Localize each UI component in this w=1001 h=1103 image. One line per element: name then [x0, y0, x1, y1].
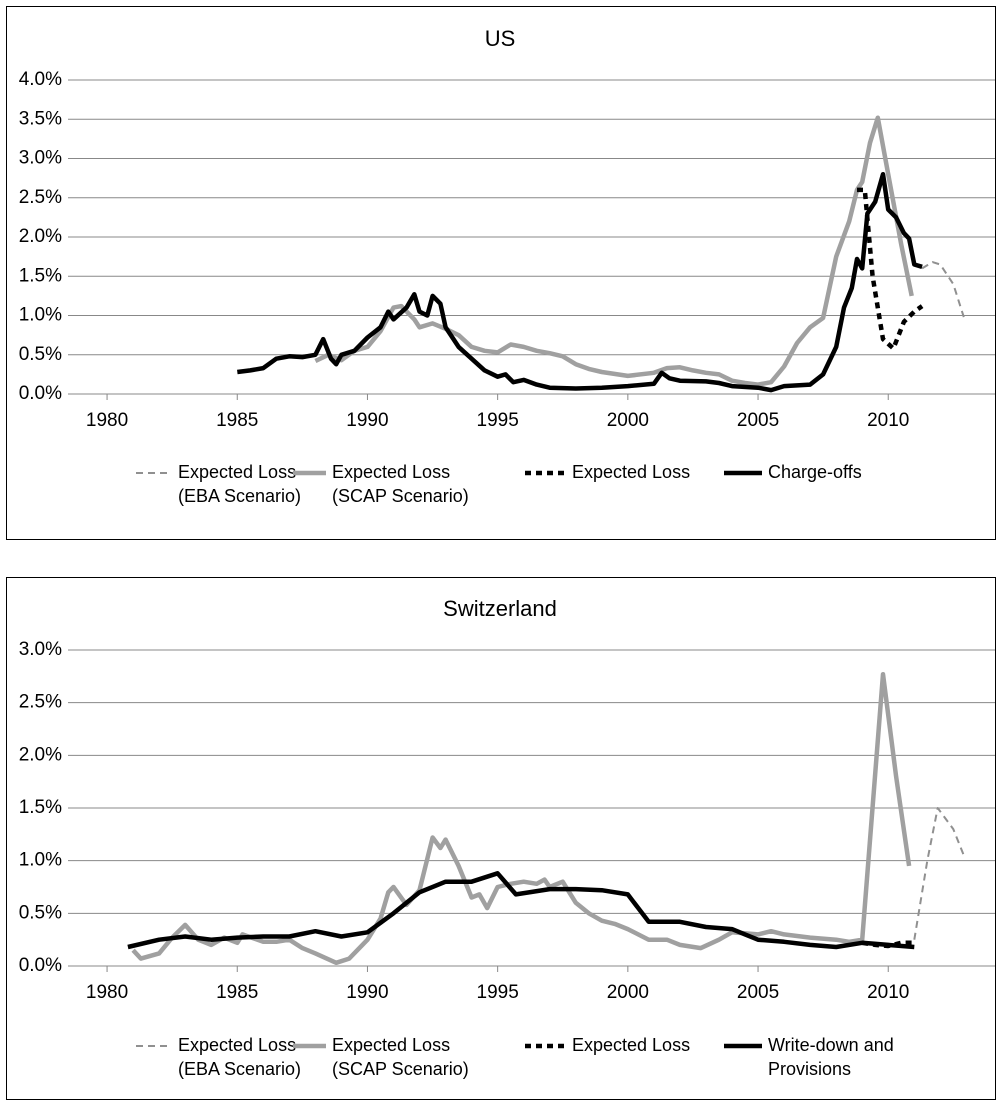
y-tick-label: 3.0%: [19, 148, 62, 169]
chart-title: US: [485, 26, 516, 51]
y-tick-label: 0.0%: [19, 955, 62, 976]
y-tick-label: 2.0%: [19, 744, 62, 765]
y-tick-label: 1.5%: [19, 265, 62, 286]
legend-label: Expected Loss (SCAP Scenario): [332, 1035, 469, 1079]
x-tick-label: 2010: [867, 410, 909, 431]
x-tick-label: 1985: [216, 982, 258, 1003]
series-line: [913, 807, 965, 940]
series-line: [237, 171, 923, 393]
y-tick-label: 0.5%: [19, 902, 62, 923]
x-tick-label: 2010: [867, 982, 909, 1003]
x-tick-label: 2000: [607, 410, 649, 431]
x-tick-label: 1980: [86, 982, 128, 1003]
legend-label: Charge-offs: [768, 462, 862, 482]
y-tick-label: 4.0%: [19, 69, 62, 90]
chart-frame: [6, 6, 996, 540]
y-tick-label: 0.0%: [19, 383, 62, 404]
x-tick-label: 1995: [477, 982, 519, 1003]
y-tick-label: 2.0%: [19, 226, 62, 247]
chart-frame: [6, 577, 996, 1100]
series-line: [857, 187, 924, 351]
x-tick-label: 2000: [607, 982, 649, 1003]
series-line: [127, 871, 915, 950]
x-tick-label: 1990: [346, 982, 388, 1003]
legend-label: Expected Loss: [572, 462, 690, 482]
x-tick-label: 1995: [477, 410, 519, 431]
series-line: [314, 115, 914, 387]
legend-label: Expected Loss: [572, 1035, 690, 1055]
x-tick-label: 2005: [737, 410, 779, 431]
y-tick-label: 1.5%: [19, 797, 62, 818]
legend-label: Expected Loss (EBA Scenario): [178, 1035, 301, 1079]
y-tick-label: 0.5%: [19, 344, 62, 365]
x-tick-label: 2005: [737, 982, 779, 1003]
legend-label: Expected Loss (SCAP Scenario): [332, 462, 469, 506]
y-tick-label: 2.5%: [19, 692, 62, 713]
y-tick-label: 1.0%: [19, 305, 62, 326]
legend-label: Expected Loss (EBA Scenario): [178, 462, 301, 506]
series-line: [921, 261, 965, 318]
y-tick-label: 2.5%: [19, 187, 62, 208]
y-tick-label: 3.0%: [19, 639, 62, 660]
x-tick-label: 1985: [216, 410, 258, 431]
x-tick-label: 1990: [346, 410, 388, 431]
legend-label: Write-down and Provisions: [768, 1035, 894, 1079]
x-tick-label: 1980: [86, 410, 128, 431]
series-line: [131, 671, 912, 966]
chart-title: Switzerland: [443, 596, 557, 621]
y-tick-label: 1.0%: [19, 850, 62, 871]
y-tick-label: 3.5%: [19, 108, 62, 129]
